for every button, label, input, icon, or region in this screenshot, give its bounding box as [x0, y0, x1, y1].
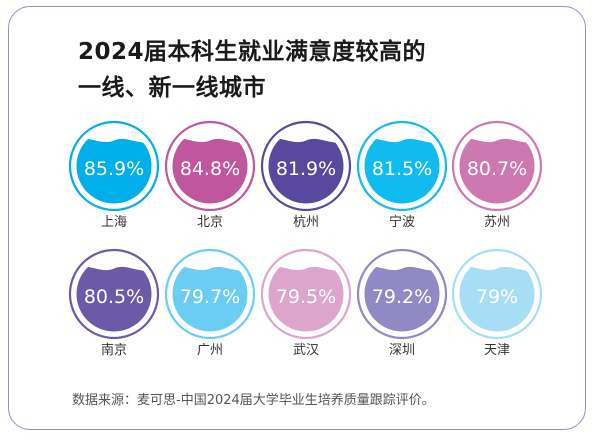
chart-card [8, 6, 586, 430]
data-source-note: 数据来源：麦可思-中国2024届大学毕业生培养质量跟踪评价。 [72, 393, 435, 408]
page-title: 2024届本科生就业满意度较高的 一线、新一线城市 [78, 34, 426, 106]
city-label: 广州 [197, 343, 223, 358]
city-label: 天津 [484, 343, 510, 358]
value-label: 79% [476, 286, 518, 308]
city-bubble: 79.2% 深圳 [356, 248, 448, 358]
value-label: 85.9% [84, 158, 144, 180]
city-bubble: 85.9% 上海 [68, 120, 160, 230]
value-label: 79.7% [180, 286, 240, 308]
city-label: 武汉 [293, 343, 319, 358]
city-label: 苏州 [484, 214, 510, 230]
city-bubble: 84.8% 北京 [164, 120, 256, 230]
bubble-fill [76, 266, 152, 332]
city-label: 北京 [197, 215, 223, 230]
title-line-1: 2024届本科生就业满意度较高的 [78, 39, 427, 65]
bubble-fill [268, 138, 344, 204]
city-label: 深圳 [389, 343, 415, 358]
bubble-fill [459, 266, 535, 332]
city-bubble: 81.9% 杭州 [260, 120, 352, 230]
bubble-fill [268, 266, 344, 332]
city-label: 南京 [101, 342, 127, 358]
city-label: 宁波 [389, 214, 415, 230]
value-label: 81.5% [372, 158, 432, 180]
value-label: 84.8% [180, 158, 240, 180]
city-bubble: 80.5% 南京 [68, 248, 160, 358]
value-label: 80.7% [467, 158, 527, 180]
value-label: 80.5% [84, 286, 144, 308]
title-line-2: 一线、新一线城市 [78, 75, 266, 101]
city-label: 上海 [101, 215, 127, 230]
city-bubble: 79.5% 武汉 [260, 248, 352, 358]
city-bubble: 79.7% 广州 [164, 248, 256, 358]
bubble-fill [364, 138, 440, 204]
city-bubble: 80.7% 苏州 [451, 120, 543, 230]
bubble-fill [172, 266, 248, 332]
city-label: 杭州 [293, 215, 319, 230]
bubble-fill [459, 138, 535, 204]
bubble-fill [76, 138, 152, 204]
value-label: 81.9% [276, 158, 336, 180]
city-bubble: 79% 天津 [451, 248, 543, 358]
value-label: 79.5% [276, 286, 336, 308]
city-bubble: 81.5% 宁波 [356, 120, 448, 230]
bubble-fill [172, 138, 248, 204]
bubble-fill [364, 266, 440, 332]
value-label: 79.2% [372, 286, 432, 308]
